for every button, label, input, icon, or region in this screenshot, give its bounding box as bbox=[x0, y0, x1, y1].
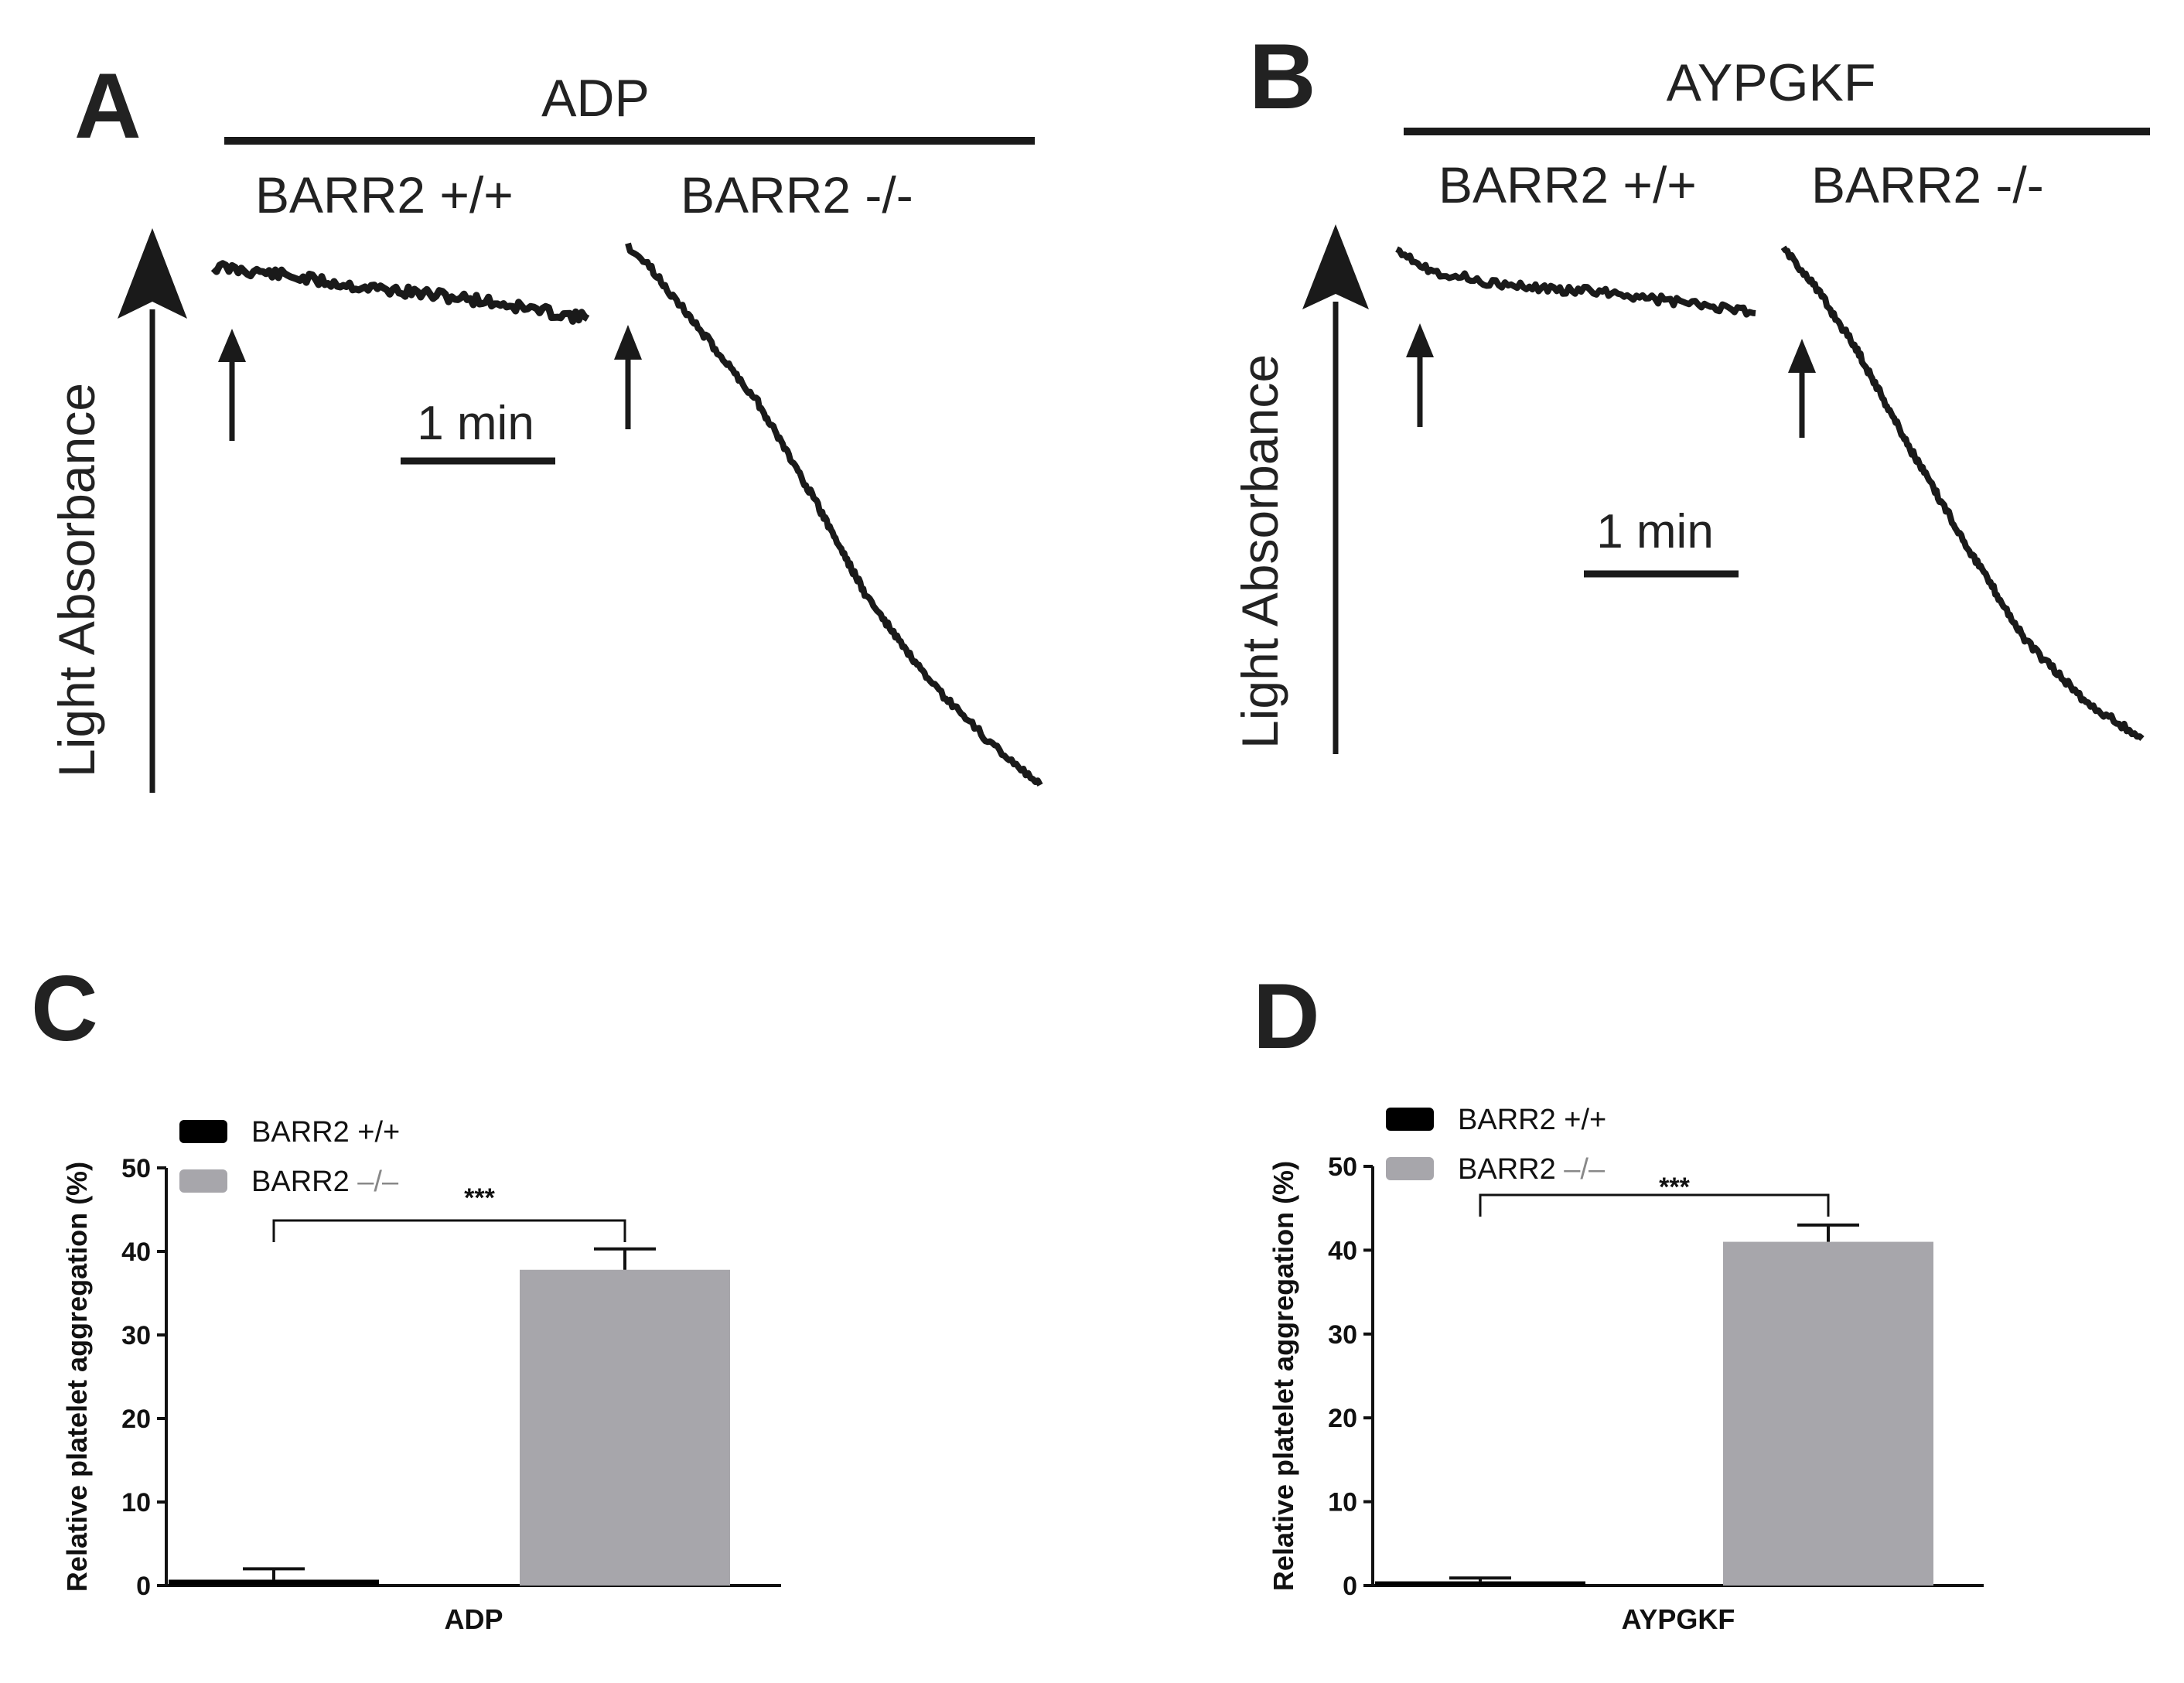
panel-a-wt-arrowhead bbox=[218, 329, 246, 362]
panel-a-right-group-label: BARR2 -/- bbox=[681, 166, 913, 224]
panel-d-significance: *** bbox=[1659, 1173, 1690, 1202]
panel-a: A ADP BARR2 +/+ BARR2 -/- Light Absorban… bbox=[48, 54, 1043, 793]
panel-c-y-tick-label: 40 bbox=[121, 1238, 151, 1267]
panel-c-significance: *** bbox=[464, 1183, 495, 1213]
panel-b-y-arrow-head bbox=[1302, 224, 1369, 309]
panel-d-letter: D bbox=[1253, 964, 1320, 1068]
panel-d-bar-wt bbox=[1375, 1581, 1585, 1586]
panel-b: B AYPGKF BARR2 +/+ BARR2 -/- Light Absor… bbox=[1231, 25, 2150, 754]
panel-d-y-tick-label: 0 bbox=[1343, 1572, 1357, 1601]
panel-d-y-tick-label: 30 bbox=[1328, 1320, 1357, 1350]
panel-d-legend-wt-label: BARR2 +/+ bbox=[1458, 1104, 1606, 1136]
panel-c-y-tick-label: 20 bbox=[121, 1405, 151, 1434]
panel-d-legend-ko-suffix: –/– bbox=[1564, 1153, 1606, 1186]
panel-c-bar-wt bbox=[169, 1579, 379, 1586]
panel-b-wt-trace bbox=[1395, 246, 1756, 318]
panel-c-y-tick-label: 0 bbox=[136, 1572, 151, 1601]
panel-b-ko-arrowhead bbox=[1788, 339, 1816, 373]
panel-d-significance-bracket bbox=[1479, 1193, 1830, 1217]
panel-b-wt-arrowhead bbox=[1406, 323, 1434, 357]
panel-d-bar-ko bbox=[1723, 1241, 1933, 1586]
panel-a-scale-label: 1 min bbox=[417, 397, 534, 450]
panel-c-bar-ko bbox=[520, 1269, 730, 1586]
panel-c-letter: C bbox=[31, 957, 98, 1060]
panel-b-y-label: Light Absorbance bbox=[1231, 354, 1288, 749]
panel-a-ko-trace bbox=[625, 242, 1043, 787]
panel-c-y-tick-label: 10 bbox=[121, 1488, 151, 1517]
panel-d-x-label: AYPGKF bbox=[1622, 1603, 1735, 1635]
panel-a-letter: A bbox=[74, 54, 142, 158]
panel-a-ko-arrowhead bbox=[614, 325, 642, 360]
panel-b-letter: B bbox=[1249, 25, 1316, 128]
panel-b-right-group-label: BARR2 -/- bbox=[1811, 156, 2044, 213]
panel-d-legend-ko-swatch bbox=[1386, 1157, 1434, 1180]
panel-c-y-label: Relative platelet aggregation (%) bbox=[61, 1162, 93, 1592]
panel-b-ko-trace bbox=[1780, 245, 2145, 742]
panel-d-legend-wt-swatch bbox=[1386, 1108, 1434, 1131]
panel-c-y-tick-label: 50 bbox=[121, 1154, 151, 1183]
panel-a-agonist-title: ADP bbox=[541, 69, 650, 128]
panel-d-y-tick-label: 20 bbox=[1328, 1404, 1357, 1433]
panel-c-legend-ko-suffix: –/– bbox=[357, 1166, 399, 1198]
panel-a-y-arrow-head bbox=[118, 228, 187, 319]
panel-c-legend-ko-swatch bbox=[179, 1169, 227, 1193]
panel-a-left-group-label: BARR2 +/+ bbox=[255, 166, 514, 224]
panel-c-legend-ko-label: BARR2 –/– bbox=[251, 1166, 399, 1198]
panel-c: C 0 10 20 30 40 50 ADP Relative platelet aggreg… bbox=[31, 957, 781, 1635]
panel-a-y-label: Light Absorbance bbox=[48, 383, 105, 777]
panel-d-y-tick-label: 50 bbox=[1328, 1152, 1357, 1182]
panel-c-x-label: ADP bbox=[444, 1603, 503, 1635]
panel-d-y-tick-label: 40 bbox=[1328, 1236, 1357, 1265]
panel-d-y-tick-label: 10 bbox=[1328, 1488, 1357, 1517]
panel-a-wt-trace bbox=[210, 260, 590, 325]
panel-b-scale-label: 1 min bbox=[1596, 505, 1714, 558]
panel-c-y-tick-label: 30 bbox=[121, 1321, 151, 1350]
panel-c-significance-bracket bbox=[272, 1219, 626, 1242]
panel-c-legend-wt-label: BARR2 +/+ bbox=[251, 1116, 400, 1149]
panel-d-legend-ko-label: BARR2 –/– bbox=[1458, 1153, 1606, 1186]
panel-c-bar-chart: 0 10 20 30 40 50 ADP Relative platelet aggregat… bbox=[61, 1154, 781, 1635]
panel-d: D 0 10 20 30 40 50 AYPGKF Relative platelet agg… bbox=[1253, 964, 1984, 1635]
panel-b-left-group-label: BARR2 +/+ bbox=[1438, 156, 1697, 213]
panel-b-agonist-title: AYPGKF bbox=[1667, 53, 1876, 112]
panel-d-legend-ko-prefix: BARR2 bbox=[1458, 1153, 1564, 1186]
panel-c-legend-ko-prefix: BARR2 bbox=[251, 1166, 357, 1198]
panel-d-y-label: Relative platelet aggregation (%) bbox=[1268, 1161, 1299, 1591]
panel-d-bar-chart: 0 10 20 30 40 50 AYPGKF Relative platelet aggre… bbox=[1268, 1152, 1984, 1635]
panel-c-legend-wt-swatch bbox=[179, 1120, 227, 1143]
